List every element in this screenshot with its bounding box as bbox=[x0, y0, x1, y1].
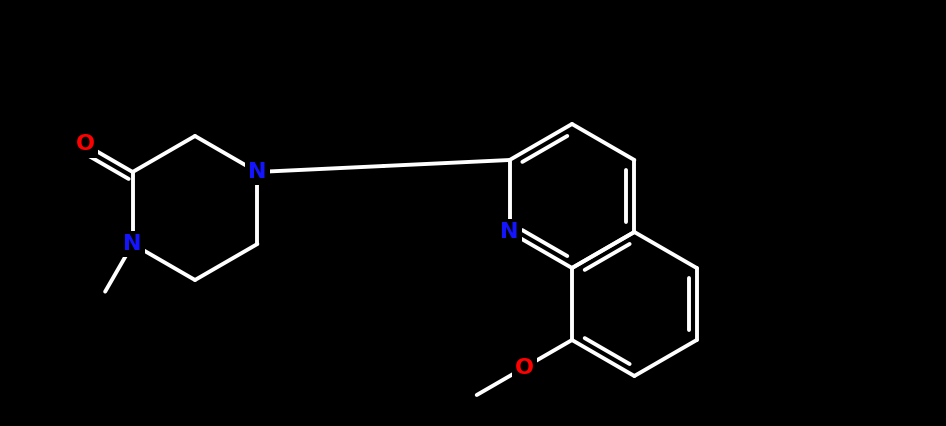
Text: O: O bbox=[515, 357, 534, 377]
Text: O: O bbox=[76, 135, 95, 155]
Text: N: N bbox=[248, 162, 267, 182]
Text: N: N bbox=[500, 222, 519, 242]
Text: N: N bbox=[123, 234, 142, 254]
